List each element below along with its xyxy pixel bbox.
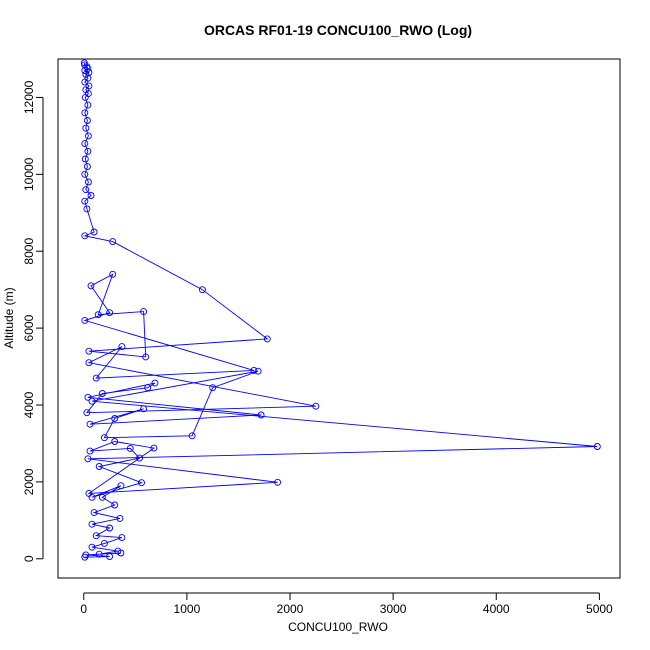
data-point xyxy=(117,482,125,490)
y-tick-label: 2000 xyxy=(22,468,36,495)
data-point xyxy=(116,514,124,522)
data-point xyxy=(95,463,103,470)
plot-area-border xyxy=(57,58,621,579)
data-point xyxy=(90,509,98,517)
data-point xyxy=(84,132,92,140)
data-point xyxy=(84,178,92,186)
data-point xyxy=(88,397,96,405)
data-point xyxy=(88,520,96,528)
data-point xyxy=(88,543,96,551)
data-point xyxy=(90,228,98,236)
data-point xyxy=(140,308,148,316)
data-point xyxy=(86,447,94,455)
data-point xyxy=(81,553,89,561)
y-tick-label: 4000 xyxy=(22,391,36,418)
chart-title: ORCAS RF01-19 CONCU100_RWO (Log) xyxy=(204,22,472,38)
data-point xyxy=(126,444,134,452)
data-point xyxy=(84,455,92,463)
data-point xyxy=(87,192,95,199)
data-point xyxy=(106,524,114,532)
data-point xyxy=(92,532,100,540)
data-point xyxy=(111,438,119,445)
x-tick-label: 5000 xyxy=(586,602,613,616)
data-point xyxy=(136,454,143,462)
x-tick-label: 1000 xyxy=(174,602,201,616)
x-tick-label: 2000 xyxy=(277,602,304,616)
y-tick-label: 12000 xyxy=(22,80,36,114)
data-point xyxy=(81,67,89,74)
data-point xyxy=(263,335,271,343)
data-point xyxy=(85,359,93,367)
data-point xyxy=(98,390,106,397)
series-layer xyxy=(80,59,601,561)
data-point xyxy=(95,550,103,558)
data-point xyxy=(81,197,89,205)
data-point xyxy=(100,434,108,442)
data-point xyxy=(106,553,114,560)
data-point xyxy=(593,443,601,450)
data-point xyxy=(82,124,90,132)
y-tick-label: 6000 xyxy=(22,314,36,341)
data-point xyxy=(92,374,100,382)
data-point xyxy=(81,155,89,163)
data-point xyxy=(81,232,89,240)
y-tick-label: 8000 xyxy=(22,238,36,265)
data-point xyxy=(81,78,89,86)
data-point xyxy=(81,170,89,178)
x-axis: 0 1000 2000 3000 4000 5000 xyxy=(80,592,613,616)
data-point xyxy=(85,347,93,355)
data-point xyxy=(111,501,119,509)
data-point xyxy=(81,93,89,101)
data-point xyxy=(198,286,206,294)
data-point xyxy=(83,117,91,124)
data-point xyxy=(81,316,89,324)
data-point xyxy=(109,238,117,246)
data-point xyxy=(142,353,150,361)
data-point xyxy=(81,140,89,148)
series-line xyxy=(83,62,598,558)
data-point xyxy=(88,493,96,501)
data-point xyxy=(84,147,92,155)
data-point xyxy=(257,411,265,419)
x-axis-label: CONCU100_RWO xyxy=(288,620,388,634)
y-axis-label: Altitude (m) xyxy=(2,287,16,348)
y-tick-label: 10000 xyxy=(22,157,36,191)
data-point xyxy=(140,405,148,413)
data-point xyxy=(83,163,91,171)
data-point xyxy=(274,478,282,486)
y-axis: 0 2000 4000 6000 8000 10000 12000 xyxy=(22,80,44,562)
data-point xyxy=(150,444,158,452)
x-tick-label: 4000 xyxy=(483,602,510,616)
data-point xyxy=(312,402,320,410)
data-point xyxy=(98,493,106,501)
data-point xyxy=(209,384,217,392)
data-point xyxy=(254,367,262,375)
x-tick-label: 3000 xyxy=(380,602,407,616)
data-point xyxy=(84,101,92,109)
data-point xyxy=(111,415,119,422)
data-point xyxy=(151,379,159,387)
data-point xyxy=(83,205,91,213)
data-point xyxy=(118,343,126,351)
data-point xyxy=(82,70,90,78)
data-point xyxy=(144,384,152,392)
data-point xyxy=(83,409,91,417)
data-point xyxy=(109,270,117,278)
x-tick-label: 0 xyxy=(80,602,87,616)
data-point xyxy=(188,432,196,440)
data-point xyxy=(82,186,90,194)
data-point xyxy=(100,539,108,547)
data-point xyxy=(117,549,125,557)
data-point xyxy=(84,393,92,401)
data-point xyxy=(250,366,258,374)
data-point xyxy=(86,420,94,428)
data-point xyxy=(118,534,126,542)
data-point xyxy=(94,311,102,319)
data-point xyxy=(138,479,145,487)
data-point xyxy=(87,282,95,290)
y-tick-label: 0 xyxy=(22,555,36,562)
data-point xyxy=(106,309,114,317)
data-point xyxy=(81,109,89,117)
